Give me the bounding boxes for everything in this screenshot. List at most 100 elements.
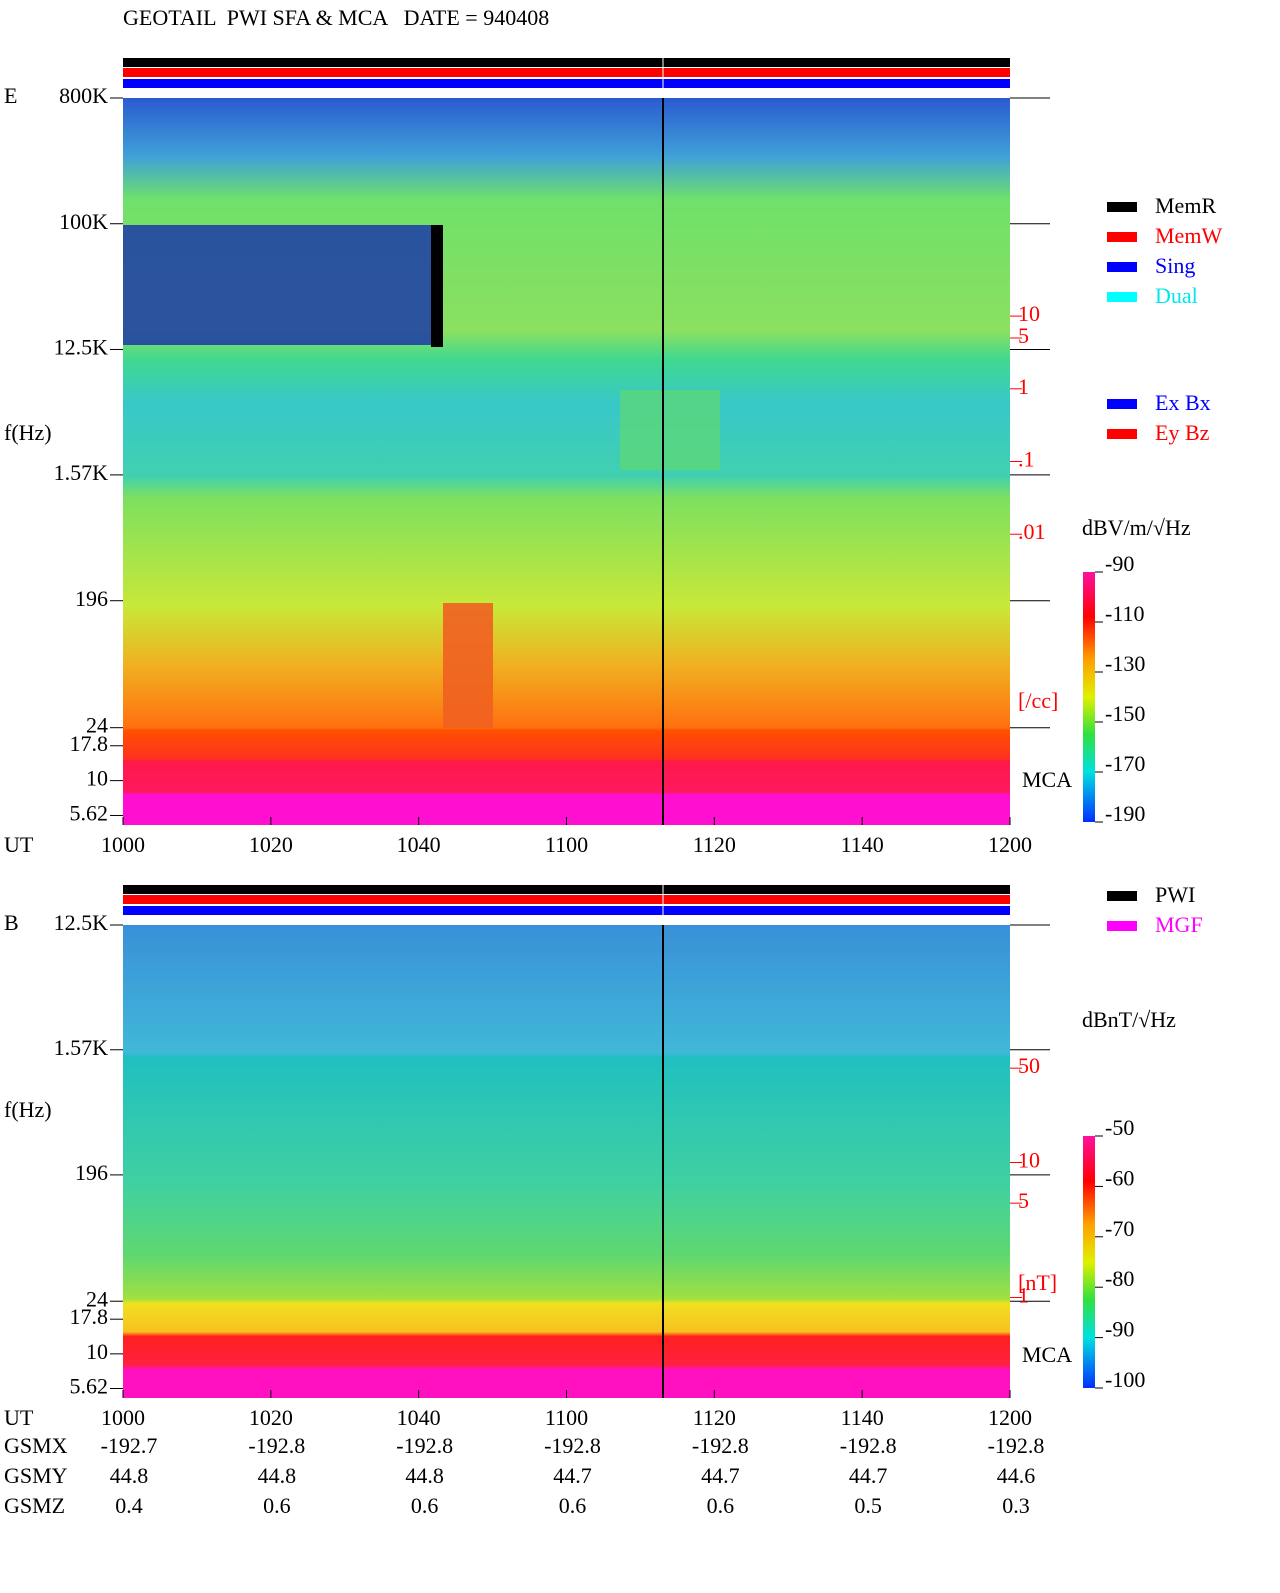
orbit-value: 44.7: [553, 1463, 592, 1488]
colorbar-tick-label: -50: [1105, 1115, 1134, 1140]
x-axis-label: UT: [4, 1405, 34, 1430]
x-tick-label: 1000: [101, 1405, 145, 1430]
y-tick-label: 1.57K: [54, 1035, 109, 1060]
colorbar-label: dBnT/√Hz: [1082, 1007, 1176, 1032]
legend-swatch: [1107, 429, 1137, 439]
orbit-value: 0.5: [854, 1493, 882, 1518]
x-tick-label: 1100: [545, 1405, 588, 1430]
orbit-name: GSMY: [4, 1463, 68, 1488]
status-bar: [123, 906, 1010, 915]
x-tick-label: 1000: [101, 832, 145, 857]
spectrogram-region: [431, 225, 443, 347]
orbit-name: GSMZ: [4, 1493, 65, 1518]
orbit-value: -192.8: [396, 1433, 453, 1458]
x-tick-label: 1040: [397, 832, 441, 857]
legend-label: Ex Bx: [1155, 390, 1211, 415]
legend-label: MGF: [1155, 912, 1203, 937]
x-tick-label: 1100: [545, 832, 588, 857]
legend-swatch: [1107, 292, 1137, 302]
legend-label: Dual: [1155, 283, 1198, 308]
y-tick-label: 196: [75, 586, 108, 611]
status-bar: [123, 895, 1010, 904]
colorbar-tick-label: -90: [1105, 551, 1134, 576]
orbit-value: -192.8: [248, 1433, 305, 1458]
orbit-value: 0.6: [411, 1493, 439, 1518]
legend-swatch: [1107, 232, 1137, 242]
y2-label: [nT]: [1018, 1270, 1057, 1295]
legend-swatch: [1107, 891, 1137, 901]
orbit-value: -192.8: [840, 1433, 897, 1458]
colorbar-label: dBV/m/√Hz: [1082, 515, 1191, 540]
panel-letter: B: [4, 910, 19, 935]
y2-tick-label: 10: [1018, 1148, 1040, 1173]
y-tick-label: 100K: [59, 209, 108, 234]
y-tick-label: 5.62: [70, 801, 109, 826]
x-tick-label: 1040: [397, 1405, 441, 1430]
colorbar-tick-label: -150: [1105, 701, 1145, 726]
y-tick-label: 1.57K: [54, 460, 109, 485]
x-axis-label: UT: [4, 832, 34, 857]
legend-swatch: [1107, 399, 1137, 409]
status-bar: [123, 885, 1010, 894]
orbit-value: 44.7: [849, 1463, 888, 1488]
mca-label: MCA: [1022, 1342, 1072, 1367]
colorbar-tick-label: -130: [1105, 651, 1145, 676]
x-tick-label: 1020: [249, 832, 293, 857]
y2-tick-label: .01: [1018, 519, 1046, 544]
y2-tick-label: .1: [1018, 447, 1035, 472]
x-tick-label: 1020: [249, 1405, 293, 1430]
spectrogram-region: [443, 603, 493, 728]
colorbar-tick-label: -60: [1105, 1165, 1134, 1190]
orbit-value: -192.7: [101, 1433, 158, 1458]
y-tick-label: 12.5K: [54, 910, 109, 935]
y2-tick-label: 1: [1018, 1283, 1029, 1308]
y-tick-label: 800K: [59, 83, 108, 108]
orbit-value: 0.3: [1002, 1493, 1030, 1518]
orbit-value: 44.8: [258, 1463, 297, 1488]
x-tick-label: 1140: [841, 1405, 884, 1430]
x-tick-label: 1200: [988, 1405, 1032, 1430]
orbit-value: 44.7: [701, 1463, 740, 1488]
y-tick-label: 17.8: [70, 731, 109, 756]
legend-label: PWI: [1155, 882, 1195, 907]
legend-label: MemW: [1155, 223, 1222, 248]
y-tick-label: 12.5K: [54, 335, 109, 360]
legend-swatch: [1107, 202, 1137, 212]
orbit-value: 0.6: [263, 1493, 291, 1518]
y2-tick-label: 10: [1018, 301, 1040, 326]
orbit-value: 0.4: [115, 1493, 143, 1518]
orbit-value: -192.8: [692, 1433, 749, 1458]
colorbar-tick-label: -170: [1105, 751, 1145, 776]
y-tick-label: 17.8: [70, 1304, 109, 1329]
spectrogram-region: [123, 225, 431, 345]
y-axis-label: f(Hz): [4, 1097, 52, 1122]
status-bar: [123, 68, 1010, 77]
y-axis-label: f(Hz): [4, 420, 52, 445]
mca-label: MCA: [1022, 767, 1072, 792]
y-tick-label: 24: [86, 1286, 108, 1311]
spectrogram: [123, 98, 1010, 825]
orbit-value: 0.6: [559, 1493, 587, 1518]
colorbar: [1083, 572, 1095, 822]
x-tick-label: 1120: [693, 832, 736, 857]
panel-letter: E: [4, 83, 17, 108]
y-tick-label: 10: [86, 1339, 108, 1364]
y2-tick-label: 50: [1018, 1053, 1040, 1078]
colorbar-tick-label: -100: [1105, 1367, 1145, 1392]
x-tick-label: 1200: [988, 832, 1032, 857]
spectrogram: [123, 925, 1010, 1398]
status-bar: [123, 79, 1010, 88]
y2-tick-label: 5: [1018, 1188, 1029, 1213]
y-tick-label: 196: [75, 1160, 108, 1185]
orbit-value: -192.8: [544, 1433, 601, 1458]
orbit-value: 0.6: [707, 1493, 735, 1518]
spectrogram-region: [620, 390, 720, 470]
orbit-value: 44.6: [997, 1463, 1036, 1488]
legend-swatch: [1107, 262, 1137, 272]
x-tick-label: 1140: [841, 832, 884, 857]
y2-tick-label: 1: [1018, 374, 1029, 399]
y2-label: [/cc]: [1018, 688, 1058, 713]
colorbar-tick-label: -110: [1105, 601, 1145, 626]
status-bar: [123, 58, 1010, 67]
